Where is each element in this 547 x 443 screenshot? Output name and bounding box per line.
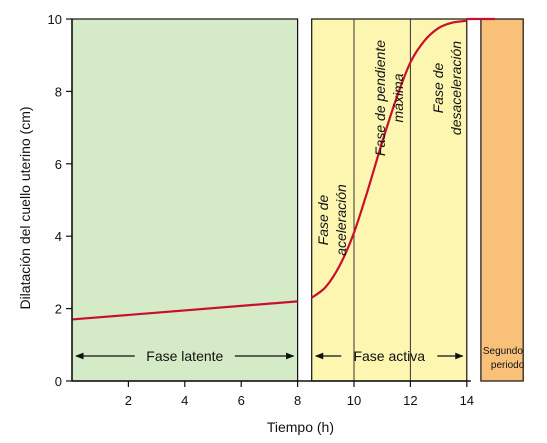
phase-label: Fase activa <box>353 348 425 364</box>
second-stage-label-line2: periodo <box>491 360 525 371</box>
phase-region-1 <box>71 18 299 382</box>
y-tick-label: 8 <box>55 84 62 99</box>
max-slope-phase-label-line1: Fase de pendiente <box>372 40 388 156</box>
acceleration-phase-label-line1: Fase de <box>315 194 331 245</box>
x-tick-label: 6 <box>238 393 245 408</box>
x-tick-label: 2 <box>125 393 132 408</box>
dilation-curve-1 <box>71 300 298 321</box>
y-tick-label: 6 <box>55 157 62 172</box>
x-tick-label: 14 <box>460 393 474 408</box>
y-tick-label: 0 <box>55 374 62 389</box>
dilation-curve-2 <box>311 19 467 299</box>
phase-label: Fase latente <box>146 348 223 364</box>
deceleration-phase-label-line1: Fase de <box>430 62 446 113</box>
phase-region-3 <box>480 18 524 382</box>
x-tick-label: 12 <box>403 393 417 408</box>
x-tick-label: 4 <box>181 393 188 408</box>
acceleration-phase-label-line2: aceleración <box>333 184 349 256</box>
acceleration-phase-label: Fase de aceleración <box>315 184 349 256</box>
y-tick-label: 10 <box>48 12 62 27</box>
deceleration-phase-label: Fase de desaceleración <box>430 41 464 135</box>
max-slope-phase-label: Fase de pendiente máxima <box>372 40 406 156</box>
second-stage-label-line1: Segundo <box>483 346 523 357</box>
x-tick-label: 8 <box>294 393 301 408</box>
x-tick-label: 10 <box>347 393 361 408</box>
y-tick-label: 2 <box>55 302 62 317</box>
x-axis-title: Tiempo (h) <box>267 419 334 435</box>
y-tick-label: 4 <box>55 229 62 244</box>
phase-region-2 <box>311 18 468 382</box>
y-axis-title: Dilatación del cuello uterino (cm) <box>17 106 33 309</box>
max-slope-phase-label-line2: máxima <box>390 73 406 122</box>
deceleration-phase-label-line2: desaceleración <box>448 41 464 135</box>
